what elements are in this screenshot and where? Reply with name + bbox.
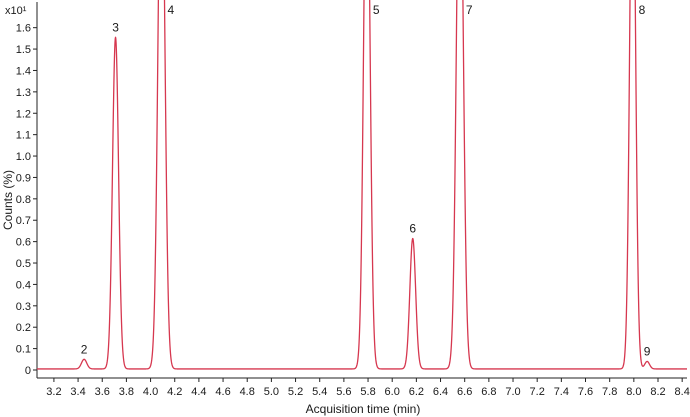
x-tick-label: 7.6 (578, 386, 593, 398)
y-tick-label: 0.1 (16, 344, 31, 356)
y-scale-exponent-label: x10¹ (5, 5, 27, 17)
x-tick-label: 3.2 (46, 386, 61, 398)
x-tick-label: 8.2 (650, 386, 665, 398)
y-tick-label: 1.6 (16, 23, 31, 35)
x-tick-label: 7.0 (505, 386, 520, 398)
y-tick-label: 0.3 (16, 301, 31, 313)
peak-label-7: 7 (466, 3, 473, 17)
x-tick-label: 5.8 (360, 386, 375, 398)
y-tick-label: 1.2 (16, 108, 31, 120)
x-tick-label: 5.6 (336, 386, 351, 398)
y-tick-label: 1.0 (16, 151, 31, 163)
x-tick-label: 5.0 (264, 386, 279, 398)
peak-labels: 2 3 4 5 6 7 8 9 (81, 3, 651, 358)
x-tick-label: 4.8 (240, 386, 255, 398)
x-tick-label: 5.4 (312, 386, 327, 398)
y-axis-ticks: 0 0.1 0.2 0.3 0.4 0.5 0.6 0.7 0.8 0.9 1.0 1.1 1.2 1.3… (16, 23, 37, 377)
peak-label-9: 9 (644, 344, 651, 358)
x-tick-label: 6.0 (385, 386, 400, 398)
x-axis-title: Acquisition time (min) (306, 402, 421, 416)
y-tick-label: 0.6 (16, 237, 31, 249)
y-tick-label: 1.4 (16, 65, 31, 77)
x-tick-label: 6.2 (409, 386, 424, 398)
x-tick-label: 4.6 (215, 386, 230, 398)
peak-label-2: 2 (81, 342, 88, 356)
x-tick-label: 4.4 (191, 386, 206, 398)
x-tick-label: 7.8 (602, 386, 617, 398)
x-tick-label: 4.2 (167, 386, 182, 398)
y-tick-label: 1.1 (16, 130, 31, 142)
y-tick-label: 1.5 (16, 44, 31, 56)
x-tick-label: 6.4 (433, 386, 448, 398)
y-axis-title: Counts (%) (1, 170, 15, 230)
x-tick-label: 8.0 (626, 386, 641, 398)
x-axis-ticks: 3.2 3.4 3.6 3.8 4.0 4.2 4.4 4.6 4.8 5.0 5.2 5.4 5.6 5… (46, 378, 690, 398)
x-tick-label: 6.8 (481, 386, 496, 398)
x-tick-label: 3.8 (119, 386, 134, 398)
peak-label-4: 4 (167, 3, 174, 17)
chromatogram-trace-group (37, 0, 687, 370)
peak-label-6: 6 (409, 221, 416, 235)
peak-label-3: 3 (112, 20, 119, 34)
x-tick-label: 5.2 (288, 386, 303, 398)
x-tick-label: 6.6 (457, 386, 472, 398)
x-tick-label: 7.2 (530, 386, 545, 398)
x-tick-label: 8.4 (675, 386, 690, 398)
y-tick-label: 1.3 (16, 87, 31, 99)
y-tick-label: 0.4 (16, 279, 31, 291)
x-tick-label: 7.4 (554, 386, 569, 398)
peak-label-8: 8 (639, 3, 646, 17)
x-tick-label: 4.0 (143, 386, 158, 398)
y-tick-label: 0.8 (16, 194, 31, 206)
x-tick-label: 3.4 (70, 386, 85, 398)
y-tick-label: 0.7 (16, 215, 31, 227)
y-tick-label: 0 (25, 365, 31, 377)
chromatogram-trace (37, 0, 687, 370)
y-tick-label: 0.2 (16, 322, 31, 334)
x-tick-label: 3.6 (95, 386, 110, 398)
peak-label-5: 5 (373, 3, 380, 17)
y-tick-label: 0.5 (16, 258, 31, 270)
y-tick-label: 0.9 (16, 172, 31, 184)
